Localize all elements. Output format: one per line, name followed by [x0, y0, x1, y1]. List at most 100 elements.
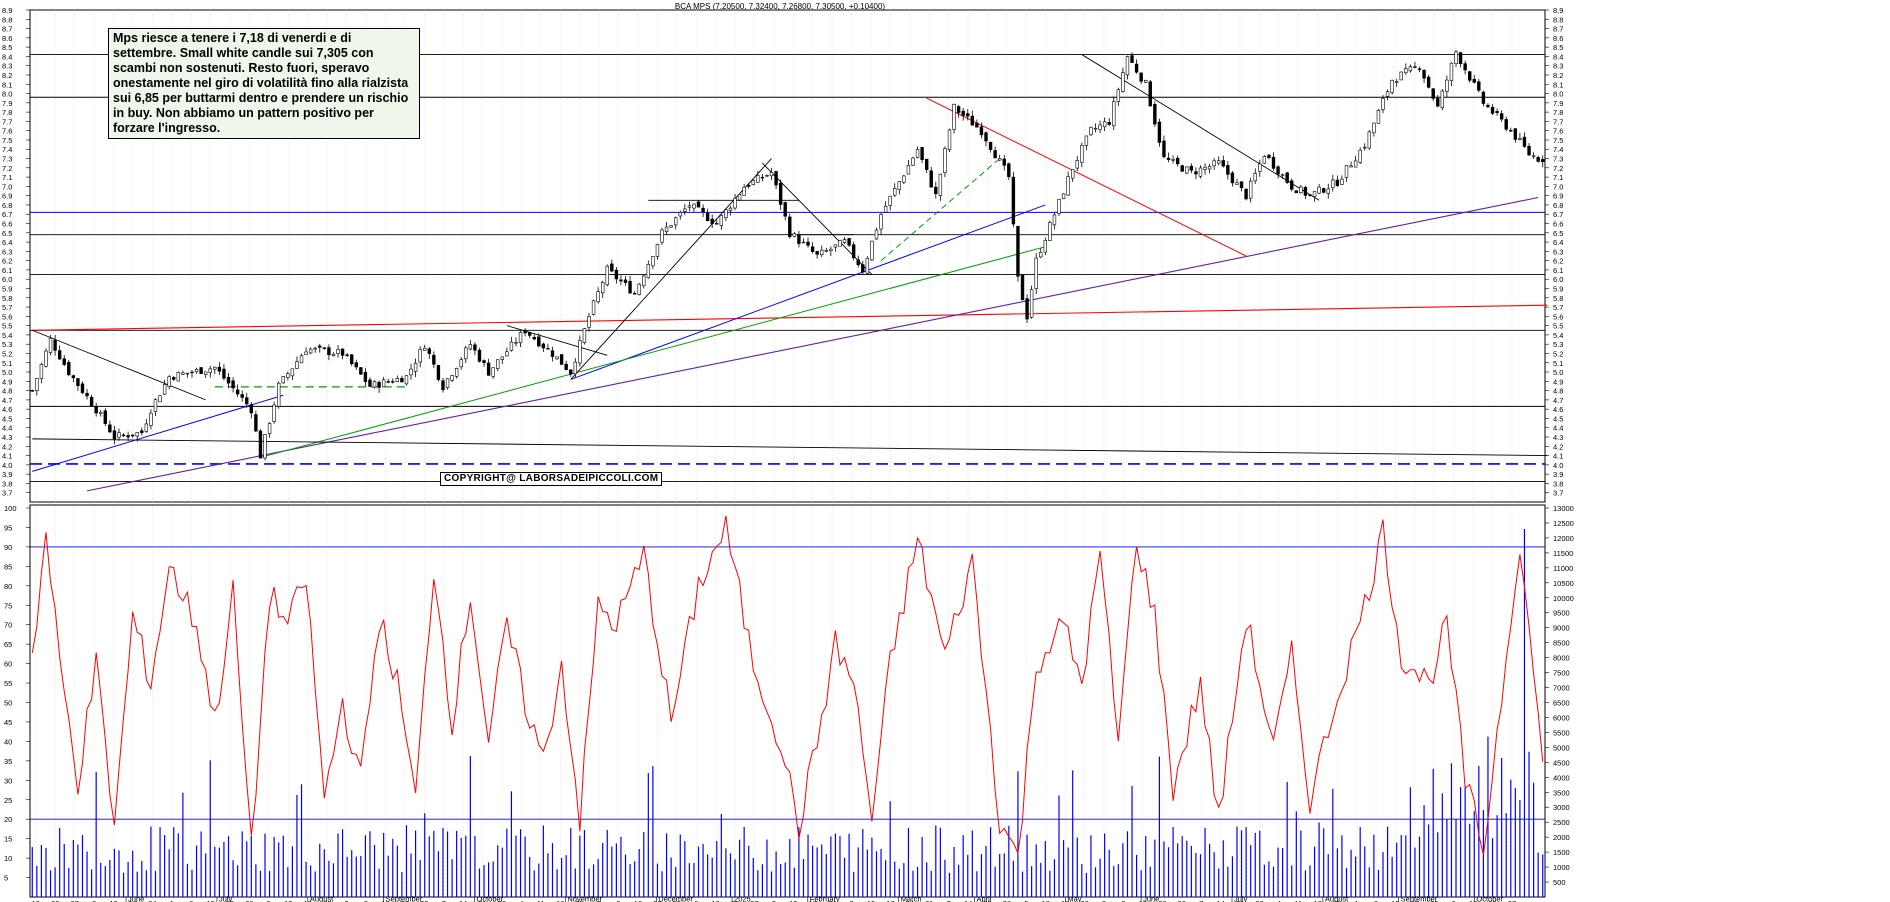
candle-body [1180, 165, 1184, 172]
candle-body [1207, 166, 1212, 170]
candle-body [459, 359, 463, 368]
price-axis-label-left: 7.6 [2, 127, 12, 136]
candle-body [1486, 104, 1490, 108]
volume-axis-label: 5000 [1553, 743, 1570, 752]
candle-body [1153, 104, 1157, 125]
candle-body [1481, 91, 1486, 104]
candle-body [1463, 63, 1467, 71]
x-day-label: 26 [1081, 899, 1089, 902]
x-day-label: 26 [323, 899, 331, 902]
candle-body [1376, 110, 1381, 124]
candle-body [400, 378, 404, 383]
candle-body [587, 315, 591, 328]
candle-body [1258, 163, 1262, 172]
candle-body [1226, 165, 1230, 175]
candle-body [57, 350, 62, 360]
candle-body [1157, 121, 1162, 143]
candle-body [988, 142, 993, 151]
candle-body [541, 343, 546, 349]
candle-body [961, 110, 965, 116]
x-month-label: 2025 [734, 895, 751, 902]
candle-body [1130, 55, 1134, 63]
candle-body [1509, 130, 1513, 132]
candle-body [1531, 155, 1536, 158]
x-day-label: 12 [1042, 899, 1050, 902]
candle-body [559, 354, 564, 365]
candle-body [1518, 138, 1522, 140]
candle-body [1107, 122, 1111, 125]
x-day-label: 5 [267, 899, 271, 902]
candle-body [199, 367, 203, 375]
candle-body [190, 371, 194, 374]
candle-body [883, 205, 888, 213]
volume-axis-label: 1500 [1553, 848, 1570, 857]
candle-body [1239, 181, 1244, 189]
candle-body [1536, 157, 1540, 162]
x-day-label: 20 [731, 899, 739, 902]
candle-body [1458, 52, 1463, 65]
x-day-label: 30 [420, 899, 428, 902]
candle-body [313, 347, 317, 350]
candle-body [1394, 81, 1399, 83]
x-day-label: 3 [850, 899, 854, 902]
candle-body [203, 371, 208, 375]
candle-body [614, 269, 619, 280]
x-day-label: 17 [809, 899, 817, 902]
volume-axis-label: 3000 [1553, 803, 1570, 812]
price-axis-label-left: 6.4 [2, 238, 12, 247]
price-axis-label-left: 5.7 [2, 303, 12, 312]
volume-axis-label: 8000 [1553, 654, 1570, 663]
candle-body [194, 368, 199, 373]
oscillator-line [31, 515, 1544, 856]
candle-body [295, 361, 299, 369]
price-axis-label: 5.3 [1553, 340, 1563, 349]
candle-body [436, 365, 441, 380]
price-axis-label-left: 6.9 [2, 192, 12, 201]
candle-body [1426, 76, 1431, 88]
candle-body [966, 113, 970, 117]
candle-body [290, 368, 295, 377]
price-axis-label: 8.1 [1553, 80, 1563, 89]
candle-body [1367, 131, 1372, 149]
x-day-label: 17 [886, 899, 894, 902]
candle-body [902, 175, 906, 183]
x-day-label: 28 [1255, 899, 1263, 902]
candle-body [1011, 176, 1016, 225]
candle-body [322, 347, 327, 349]
candle-body [432, 354, 436, 365]
x-day-label: 30 [673, 899, 681, 902]
candle-body [742, 186, 746, 196]
price-axis-label-left: 4.8 [2, 387, 12, 396]
x-day-label: 13 [32, 899, 40, 902]
price-axis-label: 7.3 [1553, 155, 1563, 164]
candle-body [783, 202, 787, 217]
candle-body [158, 395, 162, 403]
price-axis-label-left: 8.3 [2, 62, 12, 71]
candle-body [208, 368, 212, 373]
candle-body [121, 434, 126, 436]
candle-body [1185, 166, 1189, 174]
x-day-label: 25 [576, 899, 584, 902]
candle-body [569, 369, 573, 375]
x-month-label: August [1325, 895, 1349, 902]
candle-body [619, 279, 623, 282]
x-day-label: 11 [537, 899, 545, 902]
candle-body [975, 122, 979, 128]
x-month-label: May [1067, 895, 1081, 902]
candle-body [637, 283, 641, 295]
candle-body [728, 207, 733, 211]
x-day-label: 10 [109, 899, 117, 902]
x-day-label: 3 [772, 899, 776, 902]
x-day-label: 9 [364, 899, 368, 902]
candle-body [1331, 179, 1335, 189]
price-axis-label-left: 8.2 [2, 71, 12, 80]
x-day-label: 27 [750, 899, 758, 902]
candle-body [149, 412, 153, 426]
x-day-label: 14 [1216, 899, 1224, 902]
candle-body [1499, 113, 1504, 120]
x-day-label: 25 [1333, 899, 1341, 902]
price-axis-label-left: 6.2 [2, 257, 12, 266]
x-month-label: October [477, 895, 504, 902]
candle-body [1162, 140, 1166, 158]
price-axis-label: 6.9 [1553, 192, 1563, 201]
